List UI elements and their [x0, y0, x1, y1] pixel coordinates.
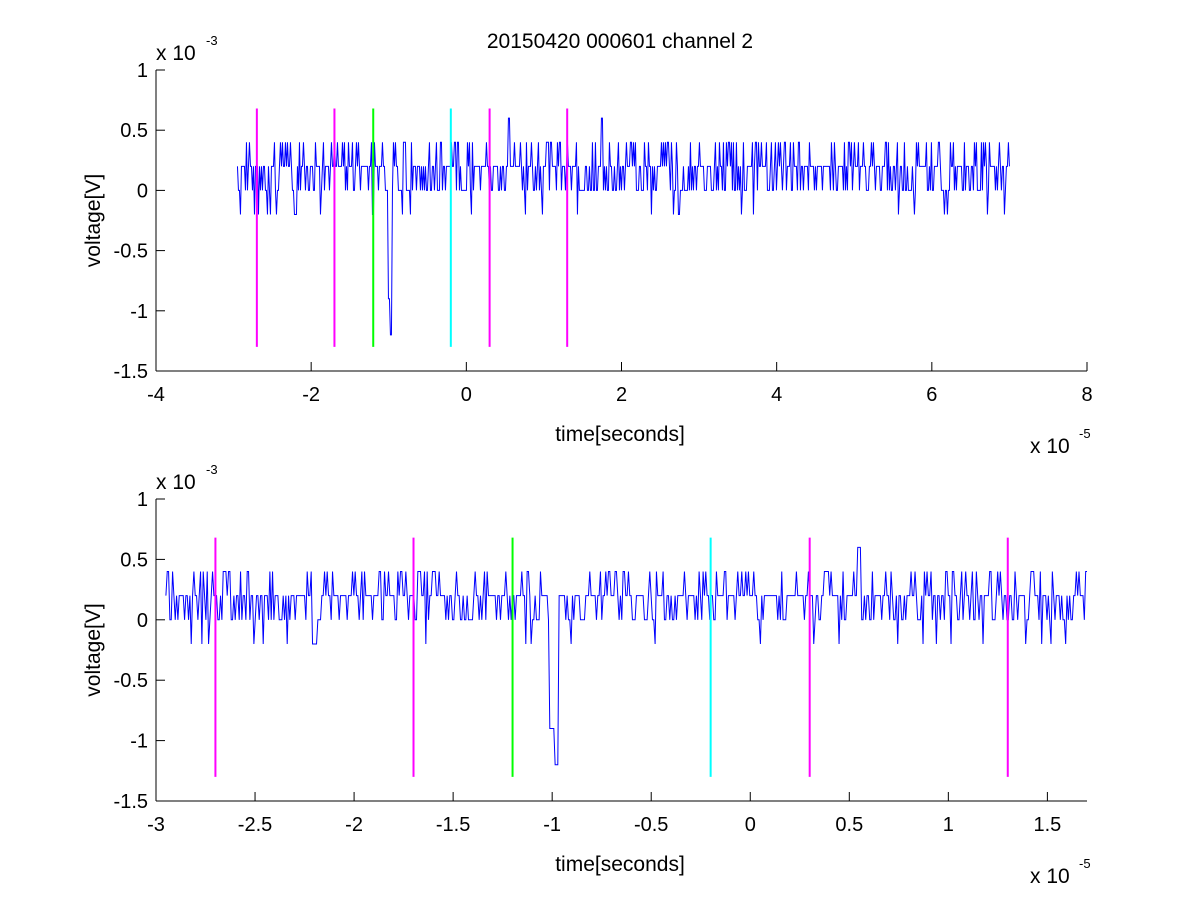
- y-tick-label: 0: [137, 180, 148, 202]
- y-axis-multiplier-exponent: -3: [206, 462, 218, 477]
- x-tick-label: -3: [147, 814, 165, 836]
- x-axis-multiplier: x 10: [1030, 435, 1070, 458]
- axes-1: -4 -2 0 2 4 6 8 -1.5 -1 -0.5 0 0.5 1 time[seconds] vol…: [82, 33, 1093, 458]
- x-tick-label: 4: [771, 384, 782, 406]
- x-tick-label: 8: [1081, 384, 1092, 406]
- x-tick-label: 0: [745, 814, 756, 836]
- x-tick-label: 1.5: [1033, 814, 1061, 836]
- y-tick-label: 0.5: [120, 549, 148, 571]
- y-tick-label: -1: [130, 301, 148, 323]
- x-tick-label: -2: [302, 384, 320, 406]
- x-tick-label: 6: [926, 384, 937, 406]
- series-line-1: [236, 117, 1010, 336]
- y-axis-multiplier: x 10: [156, 471, 196, 494]
- x-tick-label: -4: [147, 384, 165, 406]
- x-tick-label: 0: [461, 384, 472, 406]
- y-tick-label: 0.5: [120, 120, 148, 142]
- y-axis-multiplier: x 10: [156, 42, 196, 65]
- series-line-1: [165, 546, 1087, 766]
- x-axis-label: time[seconds]: [555, 423, 685, 446]
- x-tick-label: -1: [543, 814, 561, 836]
- y-tick-label: -1.5: [114, 791, 148, 813]
- y-tick-label: 1: [137, 489, 148, 511]
- x-axis-multiplier-exponent: -5: [1079, 426, 1091, 441]
- axes-2: -3 -2.5 -2 -1.5 -1 -0.5 0 0.5 1 1.5 -1.5 -1 -0.5 0 0.5…: [82, 462, 1091, 888]
- x-tick-label: -2: [345, 814, 363, 836]
- x-axis-label: time[seconds]: [555, 853, 685, 876]
- x-tick-label: 1: [943, 814, 954, 836]
- y-tick-label: -0.5: [114, 241, 148, 263]
- y-tick-label: -1.5: [114, 361, 148, 383]
- x-tick-label: -0.5: [634, 814, 668, 836]
- x-axis-multiplier: x 10: [1030, 865, 1070, 888]
- y-tick-label: -0.5: [114, 670, 148, 692]
- x-tick-label: -1.5: [436, 814, 470, 836]
- y-axis-label: voltage[V]: [82, 174, 105, 267]
- x-tick-label: -2.5: [238, 814, 272, 836]
- y-tick-label: -1: [130, 731, 148, 753]
- y-tick-label: 1: [137, 60, 148, 82]
- x-tick-label: 0.5: [835, 814, 863, 836]
- x-axis-multiplier-exponent: -5: [1079, 856, 1091, 871]
- y-axis-label: voltage[V]: [82, 603, 105, 696]
- y-axis-multiplier-exponent: -3: [206, 33, 218, 48]
- chart-title: 20150420 000601 channel 2: [487, 30, 753, 53]
- y-tick-label: 0: [137, 610, 148, 632]
- x-tick-label: 2: [616, 384, 627, 406]
